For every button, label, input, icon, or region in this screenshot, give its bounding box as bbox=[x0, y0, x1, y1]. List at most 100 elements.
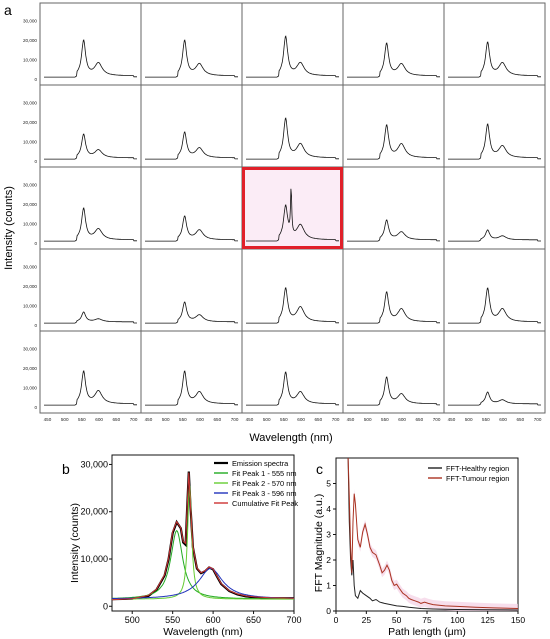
x-tick-label: 700 bbox=[231, 417, 239, 422]
spectrum-line bbox=[347, 219, 440, 242]
panel-label-b: b bbox=[62, 461, 70, 477]
x-tick-label: 450 bbox=[448, 417, 456, 422]
fit-peaks-panel: 500 550 600 650 700 0 10,000 20,000 30,000 Emissi… bbox=[80, 454, 302, 625]
legend-label: Emission spectra bbox=[232, 459, 289, 468]
spectrum-line bbox=[145, 39, 238, 78]
spectrum-line bbox=[145, 301, 238, 324]
x-tick-label: 450 bbox=[347, 417, 355, 422]
x-tick-label: 650 bbox=[246, 615, 261, 625]
x-tick-label: 700 bbox=[332, 417, 340, 422]
spectrum-line bbox=[246, 286, 339, 324]
y-tick-label: 1 bbox=[326, 581, 331, 591]
x-tick-label: 500 bbox=[125, 615, 140, 625]
spectrum-line bbox=[347, 291, 440, 324]
spectrum-line bbox=[448, 391, 541, 406]
spectrum-line bbox=[44, 311, 137, 324]
grid-frame bbox=[39, 2, 546, 414]
y-tick-label: 0 bbox=[326, 606, 331, 616]
x-tick-label: 450 bbox=[246, 417, 254, 422]
y-tick-label: 20,000 bbox=[23, 366, 37, 371]
x-tick-label: 700 bbox=[130, 417, 138, 422]
x-tick-label: 650 bbox=[112, 417, 120, 422]
y-tick-label: 30,000 bbox=[23, 19, 37, 24]
y-tick-label: 10,000 bbox=[23, 140, 37, 145]
y-tick-label: 0 bbox=[34, 241, 37, 246]
x-tick-label: 125 bbox=[481, 615, 495, 625]
spectrum-line bbox=[347, 123, 440, 160]
x-tick-label: 600 bbox=[206, 615, 221, 625]
y-tick-label: 3 bbox=[326, 530, 331, 540]
fft-healthy-line bbox=[347, 457, 519, 611]
x-tick-label: 550 bbox=[482, 417, 490, 422]
fit-peak-2-line bbox=[112, 485, 294, 600]
spectrum-line bbox=[347, 42, 440, 78]
spectrum-line bbox=[246, 188, 339, 242]
y-tick-label: 10,000 bbox=[23, 58, 37, 63]
x-tick-label: 450 bbox=[145, 417, 153, 422]
x-tick-label: 600 bbox=[297, 417, 305, 422]
x-tick-label: 700 bbox=[433, 417, 441, 422]
y-tick-label: 20,000 bbox=[23, 120, 37, 125]
y-tick-label: 4 bbox=[326, 504, 331, 514]
x-tick-label: 25 bbox=[362, 615, 372, 625]
x-tick-label: 500 bbox=[61, 417, 69, 422]
legend-label: Cumulative Fit Peak bbox=[232, 499, 298, 508]
spectrum-line bbox=[246, 35, 339, 78]
y-tick-label: 0 bbox=[34, 405, 37, 410]
fft-tumour-line bbox=[347, 457, 519, 609]
y-tick-label: 10,000 bbox=[80, 554, 108, 564]
spectrum-line bbox=[347, 376, 440, 406]
y-tick-label: 0 bbox=[34, 77, 37, 82]
y-tick-label: 30,000 bbox=[23, 347, 37, 352]
spectrum-line bbox=[145, 215, 238, 242]
x-tick-label: 650 bbox=[516, 417, 524, 422]
fit-peak-1-line bbox=[112, 529, 294, 600]
x-tick-label: 500 bbox=[162, 417, 170, 422]
spectrum-line bbox=[145, 131, 238, 160]
spectrum-line bbox=[145, 370, 238, 406]
y-tick-label: 30,000 bbox=[23, 101, 37, 106]
fft-x-axis-label: Path length (μm) bbox=[388, 626, 466, 638]
spectrum-line bbox=[448, 287, 541, 324]
y-tick-label: 30,000 bbox=[80, 459, 108, 469]
legend-label: Fit Peak 2 - 570 nm bbox=[232, 479, 297, 488]
x-tick-label: 650 bbox=[213, 417, 221, 422]
fft-y-axis-label: FFT Magnitude (a.u.) bbox=[313, 494, 325, 592]
plot-frame bbox=[111, 454, 295, 612]
legend-label: Fit Peak 1 - 555 nm bbox=[232, 469, 297, 478]
highlight-border bbox=[242, 167, 343, 249]
x-tick-label: 75 bbox=[422, 615, 432, 625]
x-tick-label: 500 bbox=[465, 417, 473, 422]
spectrum-line bbox=[44, 207, 138, 242]
grid-y-axis-label: Intensity (counts) bbox=[3, 186, 15, 270]
legend-label: Fit Peak 3 - 596 nm bbox=[232, 489, 297, 498]
spectrum-line bbox=[44, 133, 137, 160]
spectrum-line bbox=[448, 229, 541, 242]
x-tick-label: 550 bbox=[179, 417, 187, 422]
y-tick-label: 0 bbox=[34, 323, 37, 328]
y-tick-label: 2 bbox=[326, 555, 331, 565]
y-tick-label: 10,000 bbox=[23, 386, 37, 391]
spectrum-line bbox=[246, 117, 339, 160]
x-tick-label: 550 bbox=[381, 417, 389, 422]
x-tick-label: 150 bbox=[511, 615, 525, 625]
y-tick-label: 30,000 bbox=[23, 183, 37, 188]
grid-x-axis-label: Wavelength (nm) bbox=[249, 432, 332, 444]
spectrum-line bbox=[44, 39, 137, 78]
x-tick-label: 600 bbox=[196, 417, 204, 422]
x-tick-label: 500 bbox=[364, 417, 372, 422]
x-tick-label: 550 bbox=[78, 417, 86, 422]
y-tick-label: 0 bbox=[34, 159, 37, 164]
cumulative-fit-line bbox=[111, 472, 295, 601]
x-tick-label: 100 bbox=[450, 615, 464, 625]
y-tick-label: 10,000 bbox=[23, 222, 37, 227]
y-tick-label: 20,000 bbox=[80, 507, 108, 517]
x-tick-label: 50 bbox=[392, 615, 402, 625]
x-tick-label: 0 bbox=[334, 615, 339, 625]
y-tick-label: 20,000 bbox=[23, 38, 37, 43]
legend-label: FFT-Healthy region bbox=[446, 464, 509, 473]
fit-y-axis-label: Intensity (counts) bbox=[69, 503, 81, 583]
spectrum-line bbox=[44, 370, 137, 406]
x-tick-label: 700 bbox=[286, 615, 301, 625]
